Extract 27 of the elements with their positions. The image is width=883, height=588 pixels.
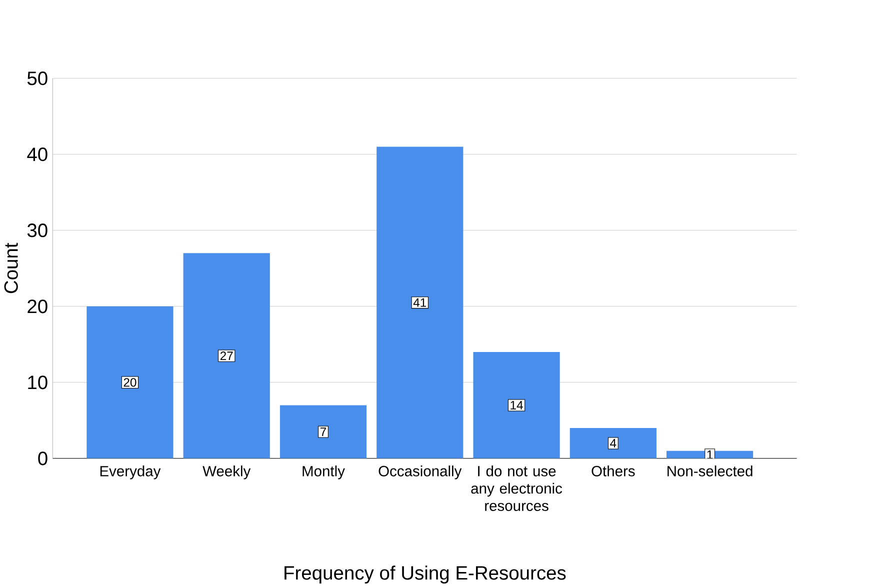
y-axis-title: Count bbox=[4, 242, 18, 294]
bar bbox=[183, 253, 270, 459]
data-label: 14 bbox=[510, 401, 523, 410]
data-label: 41 bbox=[413, 298, 426, 307]
data-label: 4 bbox=[610, 439, 616, 448]
bar bbox=[86, 306, 174, 459]
x-tick-label: Occasionally bbox=[378, 466, 462, 480]
bar bbox=[280, 405, 367, 459]
x-tick-label: Everyday bbox=[100, 466, 161, 480]
data-label: 7 bbox=[320, 428, 326, 436]
x-tick-label: I do not use any electronic resources bbox=[471, 466, 562, 512]
bar bbox=[473, 352, 560, 459]
data-label: 27 bbox=[220, 352, 233, 360]
x-tick-label: Montly bbox=[302, 466, 345, 480]
x-tick-label: Non-selected bbox=[668, 466, 752, 476]
y-tick-label: 30 bbox=[27, 224, 48, 238]
y-tick-label: 20 bbox=[28, 300, 48, 314]
data-label: 20 bbox=[124, 378, 136, 387]
bar bbox=[376, 146, 464, 459]
x-axis-title: Frequency of Using E-Resources bbox=[284, 566, 566, 584]
y-tick-label: 40 bbox=[27, 148, 48, 162]
y-tick-label: 0 bbox=[38, 452, 48, 466]
y-tick-label: 10 bbox=[28, 376, 48, 390]
x-tick-label: Weekly bbox=[202, 466, 251, 480]
bar bbox=[570, 428, 656, 459]
y-tick-label: 50 bbox=[27, 72, 48, 86]
x-tick-label: Others bbox=[592, 466, 635, 476]
